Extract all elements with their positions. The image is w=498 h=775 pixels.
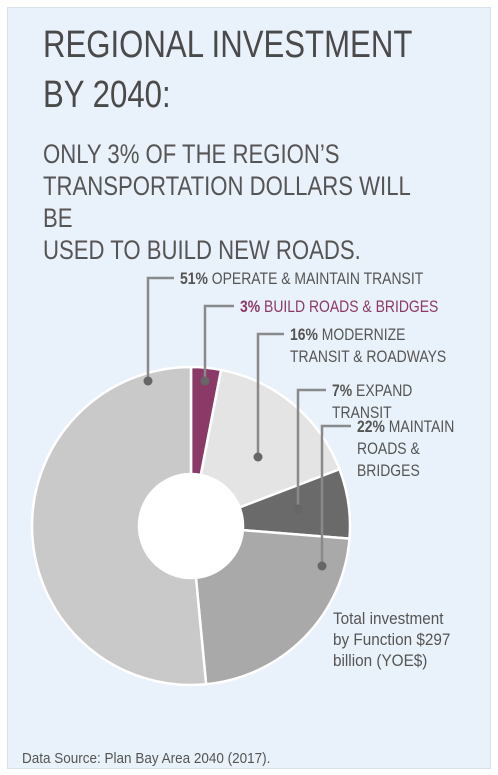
value-label: 3% — [240, 297, 261, 316]
slice-label: 7% EXPAND TRANSIT — [332, 380, 468, 424]
value-label: 51% — [180, 269, 208, 288]
category-label: MAINTAIN ROADS & BRIDGES — [357, 417, 455, 480]
leader-line — [296, 388, 326, 509]
value-label: 16% — [290, 325, 318, 344]
category-label: OPERATE & MAINTAIN TRANSIT — [211, 269, 424, 288]
annotation: Total investment by Function $297 billio… — [333, 609, 451, 670]
leader-line — [146, 276, 174, 381]
slice-label: 16% MODERNIZE TRANSIT & ROADWAYS — [290, 324, 446, 368]
category-label: BUILD ROADS & BRIDGES — [264, 297, 439, 316]
category-label: EXPAND TRANSIT — [332, 381, 413, 422]
leader-dot — [143, 376, 153, 386]
leader-dot — [253, 452, 263, 462]
source: Data Source: Plan Bay Area 2040 (2017). — [22, 750, 271, 767]
slice-label: 22% MAINTAIN ROADS & BRIDGES — [357, 416, 473, 482]
leader-dot — [200, 376, 210, 386]
slice-label: 51% OPERATE & MAINTAIN TRANSIT — [180, 268, 423, 290]
leader-line — [320, 424, 351, 566]
value-label: 7% — [332, 381, 353, 400]
chart-title: REGIONAL INVESTMENT BY 2040: — [43, 24, 413, 116]
leader-dot — [293, 504, 303, 514]
leader-line — [256, 332, 284, 457]
leader-line — [203, 304, 234, 381]
chart-subtitle: ONLY 3% OF THE REGION’S TRANSPORTATION D… — [43, 139, 411, 265]
slice-label: 3% BUILD ROADS & BRIDGES — [240, 296, 438, 318]
category-label: MODERNIZE TRANSIT & ROADWAYS — [290, 325, 447, 366]
donut-hole — [139, 474, 243, 578]
leader-dot — [317, 561, 327, 571]
value-label: 22% — [357, 417, 385, 436]
